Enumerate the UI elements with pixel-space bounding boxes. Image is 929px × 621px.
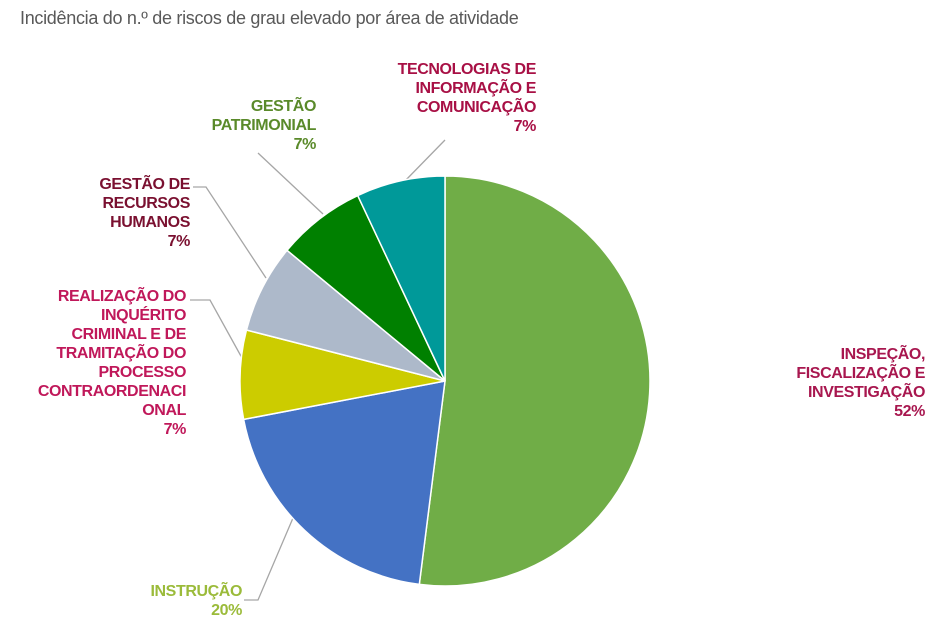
leader-line (193, 186, 267, 279)
pie-slice (418, 175, 651, 587)
category-label: REALIZAÇÃO DO INQUÉRITO CRIMINAL E DE TR… (37, 288, 187, 419)
value-label: 7% (293, 136, 317, 153)
value-label: 7% (163, 421, 187, 438)
chart-title: Incidência do n.º de riscos de grau elev… (20, 8, 519, 28)
data-label: GESTÃO DE RECURSOS HUMANOS 7% (60, 175, 190, 251)
pie-slice (242, 380, 446, 586)
value-label: 20% (211, 602, 242, 619)
data-label: GESTÃO PATRIMONIAL 7% (176, 97, 317, 154)
category-label: INSPEÇÃO, FISCALIZAÇÃO E INVESTIGAÇÃO (796, 346, 925, 401)
category-label: GESTÃO DE RECURSOS HUMANOS (99, 176, 190, 231)
value-label: 7% (513, 118, 537, 135)
category-label: TECNOLOGIAS DE INFORMAÇÃO E COMUNICAÇÃO (397, 61, 537, 116)
data-label: REALIZAÇÃO DO INQUÉRITO CRIMINAL E DE TR… (26, 287, 187, 439)
value-label: 52% (894, 403, 925, 420)
leader-line (257, 152, 324, 215)
data-label: TECNOLOGIAS DE INFORMAÇÃO E COMUNICAÇÃO 7… (356, 60, 537, 136)
data-label: INSTRUÇÃO 20% (102, 582, 242, 620)
leader-line (402, 139, 446, 184)
leader-line (190, 299, 243, 359)
category-label: GESTÃO PATRIMONIAL (211, 98, 317, 134)
leader-line (244, 517, 294, 601)
value-label: 7% (167, 233, 191, 250)
data-label: INSPEÇÃO, FISCALIZAÇÃO E INVESTIGAÇÃO 52% (755, 345, 925, 421)
pie-slice (356, 175, 446, 382)
category-label: INSTRUÇÃO (150, 583, 242, 600)
